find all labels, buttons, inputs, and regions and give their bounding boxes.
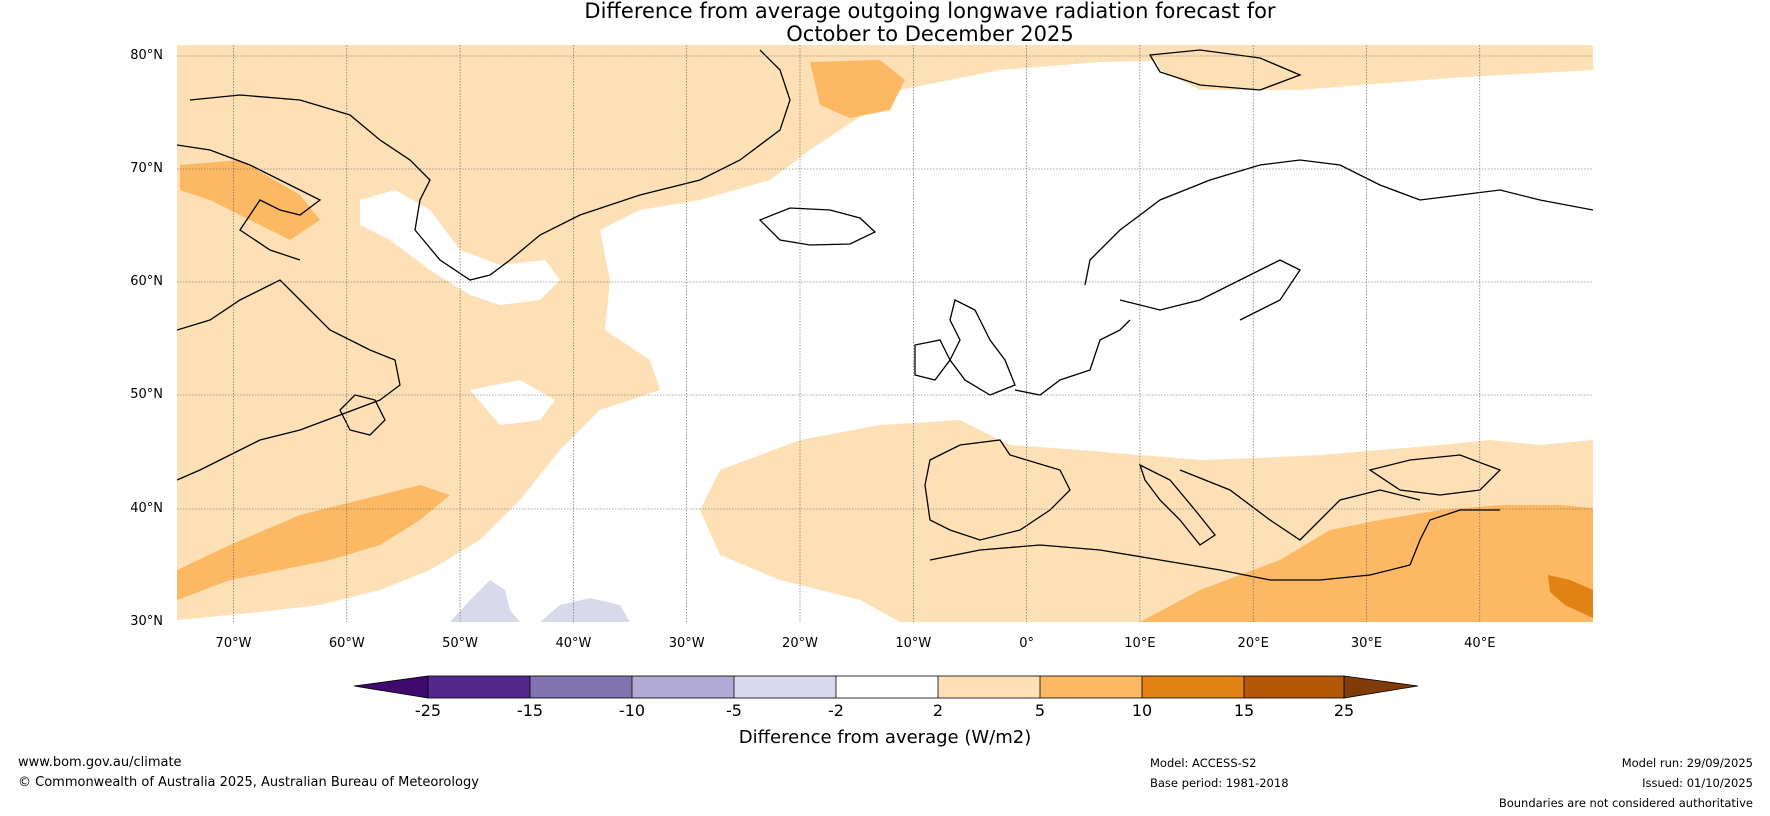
colorbar-swatch-4 xyxy=(734,676,836,698)
colorbar-swatch-5 xyxy=(836,676,938,698)
levant-coast xyxy=(1409,509,1500,566)
lon-label-20e: 20°E xyxy=(1237,636,1269,651)
baltic-coast xyxy=(1119,259,1301,321)
footer-issued: Issued: 01/10/2025 xyxy=(1642,776,1753,790)
region-anomaly-5-to-10-labrador xyxy=(180,160,320,240)
colorbar-tick: 25 xyxy=(1333,701,1355,720)
iberia-coast xyxy=(924,439,1071,541)
italy-coast xyxy=(1138,463,1216,546)
region-anomaly-5-to-10-greenland xyxy=(810,60,905,118)
footer-disclaimer: Boundaries are not considered authoritat… xyxy=(1498,796,1753,810)
colorbar-swatch-6 xyxy=(938,676,1040,698)
labrador-coast xyxy=(177,279,401,481)
colorbar-tick: 2 xyxy=(932,701,944,720)
footer-url[interactable]: www.bom.gov.au/climate xyxy=(18,755,182,770)
greenland-coast xyxy=(189,49,791,281)
region-anomaly-10-to-15-middle-east xyxy=(1548,575,1593,618)
lon-label-20w: 20°W xyxy=(782,636,818,651)
lon-label-0: 0° xyxy=(1019,636,1034,651)
colorbar-swatch-7 xyxy=(1040,676,1142,698)
lon-label-10e: 10°E xyxy=(1124,636,1156,651)
svalbard-coast xyxy=(1148,49,1302,91)
colorbar-swatch-8 xyxy=(1142,676,1244,698)
footer-copyright: © Commonwealth of Australia 2025, Austra… xyxy=(18,775,479,790)
colorbar-swatch-3 xyxy=(632,676,734,698)
lat-label-30n: 30°N xyxy=(130,614,163,629)
lat-label-80n: 80°N xyxy=(130,48,163,63)
region-anomaly-5-to-10-atlantic xyxy=(177,485,450,600)
colorbar-tick: -10 xyxy=(618,701,646,720)
region-near-normal-labrador xyxy=(470,380,555,425)
lon-label-40e: 40°E xyxy=(1464,636,1496,651)
lat-label-70n: 70°N xyxy=(130,161,163,176)
chart-title: Difference from average outgoing longwav… xyxy=(0,0,1770,46)
colorbar-frame xyxy=(427,675,1345,699)
baffin-coast xyxy=(177,144,322,261)
region-anomaly-minus-5-to-minus-2-a xyxy=(450,580,520,622)
colorbar-tick: 15 xyxy=(1233,701,1255,720)
colorbar-swatch-2 xyxy=(530,676,632,698)
colorbar-swatch-1 xyxy=(428,676,530,698)
colorbar-tick: 10 xyxy=(1131,701,1153,720)
colorbar-tick: 5 xyxy=(1034,701,1046,720)
lon-label-70w: 70°W xyxy=(215,636,252,651)
balkans-coast xyxy=(1179,469,1421,541)
colorbar-extend-low xyxy=(353,675,429,699)
colorbar-title: Difference from average (W/m2) xyxy=(738,727,1032,748)
colorbar xyxy=(353,675,1419,699)
colorbar-swatch-9 xyxy=(1244,676,1344,698)
lon-label-10w: 10°W xyxy=(895,636,932,651)
region-anomaly-minus-5-to-minus-2-b xyxy=(540,598,630,622)
title-line-2: October to December 2025 xyxy=(786,22,1074,46)
colorbar-extend-high xyxy=(1343,675,1419,699)
europe-mainland-coast xyxy=(1014,319,1131,396)
footer-base-period: Base period: 1981-2018 xyxy=(1150,776,1289,790)
colorbar-tick: -5 xyxy=(726,701,742,720)
lat-label-50n: 50°N xyxy=(130,387,163,402)
colorbar-tick: -2 xyxy=(828,701,844,720)
region-near-normal-greenland xyxy=(360,190,560,305)
colorbar-tick: -15 xyxy=(516,701,544,720)
lat-label-60n: 60°N xyxy=(130,274,163,289)
title-line-1: Difference from average outgoing longwav… xyxy=(584,0,1276,23)
colorbar-tick: -25 xyxy=(414,701,442,720)
lon-label-30e: 30°E xyxy=(1350,636,1383,651)
graticule xyxy=(177,45,1593,622)
lat-label-40n: 40°N xyxy=(130,501,163,516)
black-sea-coast xyxy=(1368,454,1502,496)
scandinavia-coast xyxy=(1084,159,1593,286)
colorbar-dividers xyxy=(529,676,1245,698)
lon-label-60w: 60°W xyxy=(328,636,365,651)
north-africa-coast xyxy=(929,544,1411,581)
lon-label-50w: 50°W xyxy=(442,636,479,651)
footer-model-run: Model run: 29/09/2025 xyxy=(1621,756,1753,770)
lon-label-30w: 30°W xyxy=(668,636,705,651)
region-anomaly-2-to-5-west xyxy=(177,45,1590,620)
lon-label-40w: 40°W xyxy=(555,636,592,651)
ireland-coast xyxy=(914,339,951,381)
footer-model: Model: ACCESS-S2 xyxy=(1150,756,1257,770)
iceland-coast xyxy=(758,207,877,246)
